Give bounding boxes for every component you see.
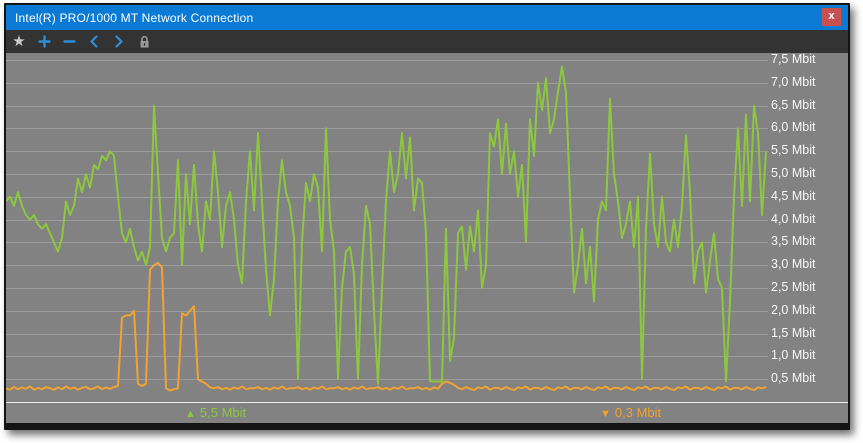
traffic-chart <box>6 65 767 392</box>
app-window: Intel(R) PRO/1000 MT Network Connection … <box>4 3 850 430</box>
status-bar: ▲ 5,5 Mbit ▼ 0,3 Mbit <box>6 402 848 423</box>
favorites-star-icon[interactable]: ★ <box>12 32 26 50</box>
scroll-right-icon[interactable] <box>111 34 127 50</box>
gridline <box>6 379 768 381</box>
y-axis-label: 4,0 Mbit <box>771 211 816 226</box>
upload-arrow-icon: ▼ <box>600 408 611 420</box>
gridline <box>6 310 768 312</box>
y-axis-label: 3,5 Mbit <box>771 234 816 249</box>
close-icon: x <box>828 10 835 22</box>
download-value: 5,5 Mbit <box>199 405 247 420</box>
gridline <box>6 60 768 61</box>
scroll-left-icon[interactable] <box>86 34 102 50</box>
gridline <box>6 105 768 107</box>
y-axis-label: 6,5 Mbit <box>771 97 816 112</box>
y-axis-label: 4,5 Mbit <box>771 188 816 203</box>
window-title: Intel(R) PRO/1000 MT Network Connection <box>15 10 254 25</box>
y-axis-label: 1,5 Mbit <box>771 325 816 340</box>
gridline <box>6 174 768 175</box>
zoom-in-icon[interactable] <box>36 34 52 50</box>
gridline <box>6 219 768 221</box>
lock-icon[interactable] <box>136 34 152 50</box>
plot-area[interactable]: 7,5 Mbit 7,0 Mbit 6,5 Mbit 6,0 Mbit 5,5 Mbit… <box>6 53 848 402</box>
gridline <box>6 333 768 335</box>
gridline <box>6 242 768 244</box>
y-axis-label: 2,5 Mbit <box>771 280 816 294</box>
gridline <box>6 288 768 289</box>
gridline <box>6 128 768 130</box>
y-axis-label: 7,5 Mbit <box>771 53 816 66</box>
gridline <box>6 356 768 358</box>
series-download <box>6 65 767 385</box>
series-upload <box>6 261 767 392</box>
gridline <box>6 151 768 153</box>
y-axis-label: 0,5 Mbit <box>771 371 816 386</box>
y-axis-label: 5,5 Mbit <box>771 143 816 158</box>
titlebar[interactable]: Intel(R) PRO/1000 MT Network Connection … <box>6 5 848 30</box>
close-button[interactable]: x <box>822 8 841 26</box>
y-axis-label: 3,0 Mbit <box>771 257 816 272</box>
y-axis-label: 1,0 Mbit <box>771 348 816 363</box>
y-axis-label: 7,0 Mbit <box>771 74 816 89</box>
download-arrow-icon: ▲ <box>185 408 196 420</box>
upload-legend: ▼ 0,3 Mbit <box>600 405 661 420</box>
toolbar: ★ <box>6 30 848 53</box>
upload-value: 0,3 Mbit <box>614 405 662 420</box>
gridline <box>6 265 768 267</box>
download-legend: ▲ 5,5 Mbit <box>185 405 246 420</box>
gridline <box>6 82 768 84</box>
y-axis-label: 5,0 Mbit <box>771 166 816 180</box>
zoom-out-icon[interactable] <box>61 34 77 50</box>
y-axis-label: 6,0 Mbit <box>771 120 816 135</box>
y-axis-label: 2,0 Mbit <box>771 302 816 317</box>
